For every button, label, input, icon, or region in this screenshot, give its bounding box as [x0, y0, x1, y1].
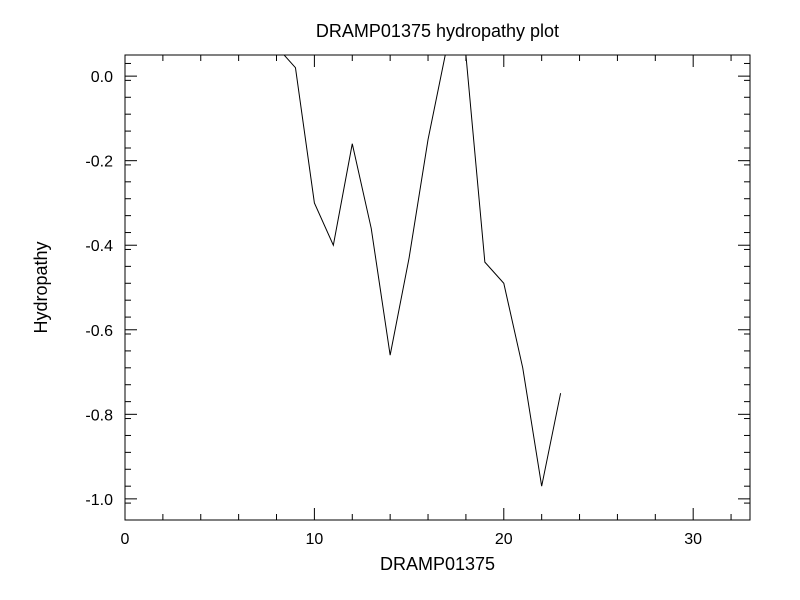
ytick-label: -1.0 — [85, 492, 113, 509]
ytick-label: 0.0 — [91, 69, 113, 86]
ytick-label: -0.2 — [85, 154, 113, 171]
chart-background — [0, 0, 800, 600]
ytick-label: -0.8 — [85, 407, 113, 424]
xtick-label: 30 — [684, 531, 702, 548]
ytick-label: -0.4 — [85, 238, 113, 255]
chart-container: 0 10 20 30 -1.0 -0.8 -0.6 -0.4 -0.2 0.0 DRAMP01375… — [0, 0, 800, 600]
chart-title: DRAMP01375 hydropathy plot — [316, 21, 559, 41]
xtick-label: 0 — [121, 531, 130, 548]
y-axis-label: Hydropathy — [31, 241, 51, 333]
hydropathy-line-chart: 0 10 20 30 -1.0 -0.8 -0.6 -0.4 -0.2 0.0 DRAMP01375… — [0, 0, 800, 600]
xtick-label: 10 — [305, 531, 323, 548]
ytick-label: -0.6 — [85, 323, 113, 340]
x-axis-label: DRAMP01375 — [380, 554, 495, 574]
xtick-label: 20 — [495, 531, 513, 548]
